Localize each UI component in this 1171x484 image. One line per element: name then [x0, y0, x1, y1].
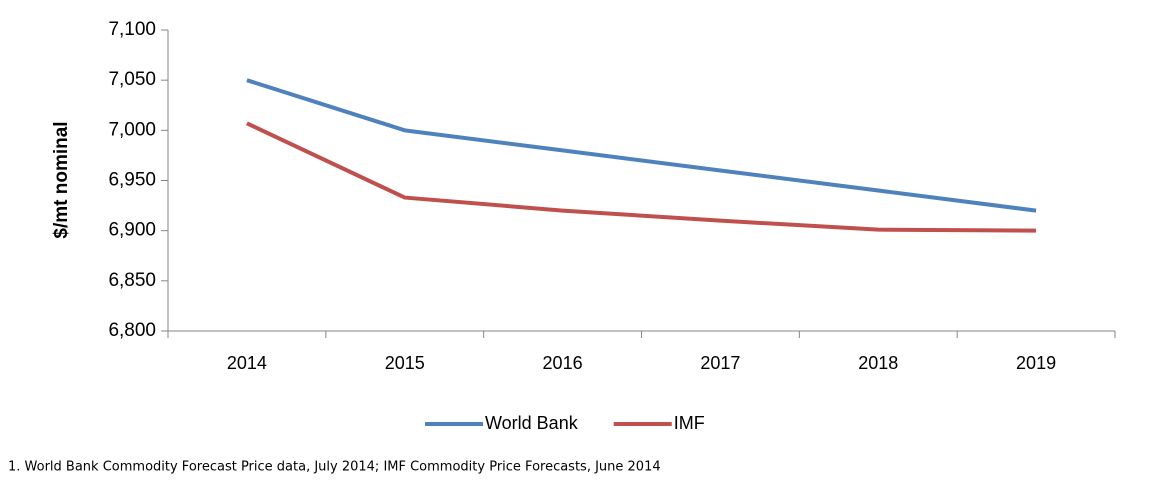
legend-label: World Bank [485, 413, 579, 433]
y-tick-label: 6,800 [108, 320, 156, 341]
y-axis-label: $/mt nominal [51, 121, 72, 238]
footnote: 1. World Bank Commodity Forecast Price d… [8, 460, 661, 475]
line-series [246, 78, 1037, 213]
x-tick-label: 2015 [385, 353, 425, 373]
y-tick-label: 7,050 [108, 69, 156, 90]
x-tick-label: 2014 [227, 353, 267, 373]
line-series [246, 121, 1037, 233]
y-tick-label: 7,000 [108, 119, 156, 140]
y-tick-label: 6,850 [108, 270, 156, 291]
x-tick-label: 2017 [700, 353, 740, 373]
y-tick-label: 7,100 [108, 19, 156, 40]
legend-label: IMF [674, 413, 705, 433]
x-tick-label: 2018 [858, 353, 898, 373]
y-tick-label: 6,950 [108, 170, 156, 191]
x-tick-label: 2016 [543, 353, 583, 373]
x-tick-label: 2019 [1016, 353, 1056, 373]
y-tick-label: 6,900 [108, 220, 156, 241]
